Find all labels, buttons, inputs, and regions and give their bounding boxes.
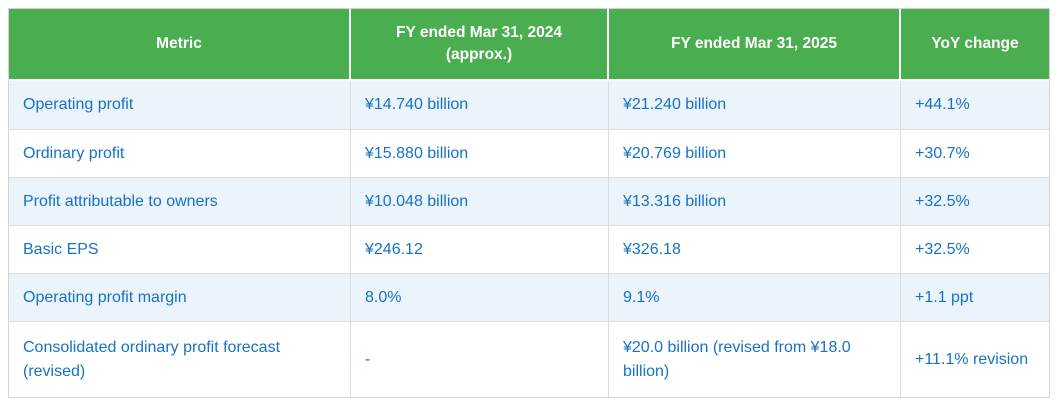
fy2025-cell: ¥13.316 billion: [609, 177, 901, 225]
column-header-metric: Metric: [9, 9, 351, 81]
yoy-cell: +32.5%: [901, 177, 1049, 225]
yoy-cell: +30.7%: [901, 129, 1049, 177]
metric-cell: Basic EPS: [9, 225, 351, 273]
table-row: Basic EPS ¥246.12 ¥326.18 +32.5%: [9, 225, 1049, 273]
yoy-cell: +1.1 ppt: [901, 273, 1049, 321]
fy2025-cell: ¥20.0 billion (revised from ¥18.0 billio…: [609, 321, 901, 397]
yoy-cell: +11.1% revision: [901, 321, 1049, 397]
fy2025-cell: ¥20.769 billion: [609, 129, 901, 177]
yoy-cell: +44.1%: [901, 81, 1049, 129]
table-row: Ordinary profit ¥15.880 billion ¥20.769 …: [9, 129, 1049, 177]
fy2025-cell: ¥326.18: [609, 225, 901, 273]
fy2024-cell: 8.0%: [351, 273, 609, 321]
fy2024-cell: -: [351, 321, 609, 397]
fy2025-cell: ¥21.240 billion: [609, 81, 901, 129]
metric-cell: Consolidated ordinary profit forecast (r…: [9, 321, 351, 397]
metric-cell: Ordinary profit: [9, 129, 351, 177]
fy2024-cell: ¥15.880 billion: [351, 129, 609, 177]
metric-cell: Profit attributable to owners: [9, 177, 351, 225]
table-row: Consolidated ordinary profit forecast (r…: [9, 321, 1049, 397]
fy2024-cell: ¥10.048 billion: [351, 177, 609, 225]
metric-cell: Operating profit: [9, 81, 351, 129]
financial-results-table-container: Metric FY ended Mar 31, 2024 (approx.) F…: [8, 8, 1050, 398]
table-row: Operating profit ¥14.740 billion ¥21.240…: [9, 81, 1049, 129]
fy2024-cell: ¥14.740 billion: [351, 81, 609, 129]
metric-cell: Operating profit margin: [9, 273, 351, 321]
fy2024-cell: ¥246.12: [351, 225, 609, 273]
table-row: Profit attributable to owners ¥10.048 bi…: [9, 177, 1049, 225]
fy2025-cell: 9.1%: [609, 273, 901, 321]
yoy-cell: +32.5%: [901, 225, 1049, 273]
column-header-fy2024: FY ended Mar 31, 2024 (approx.): [351, 9, 609, 81]
financial-results-table: Metric FY ended Mar 31, 2024 (approx.) F…: [8, 8, 1050, 398]
header-row: Metric FY ended Mar 31, 2024 (approx.) F…: [9, 9, 1049, 81]
table-row: Operating profit margin 8.0% 9.1% +1.1 p…: [9, 273, 1049, 321]
column-header-yoy-change: YoY change: [901, 9, 1049, 81]
column-header-fy2025: FY ended Mar 31, 2025: [609, 9, 901, 81]
